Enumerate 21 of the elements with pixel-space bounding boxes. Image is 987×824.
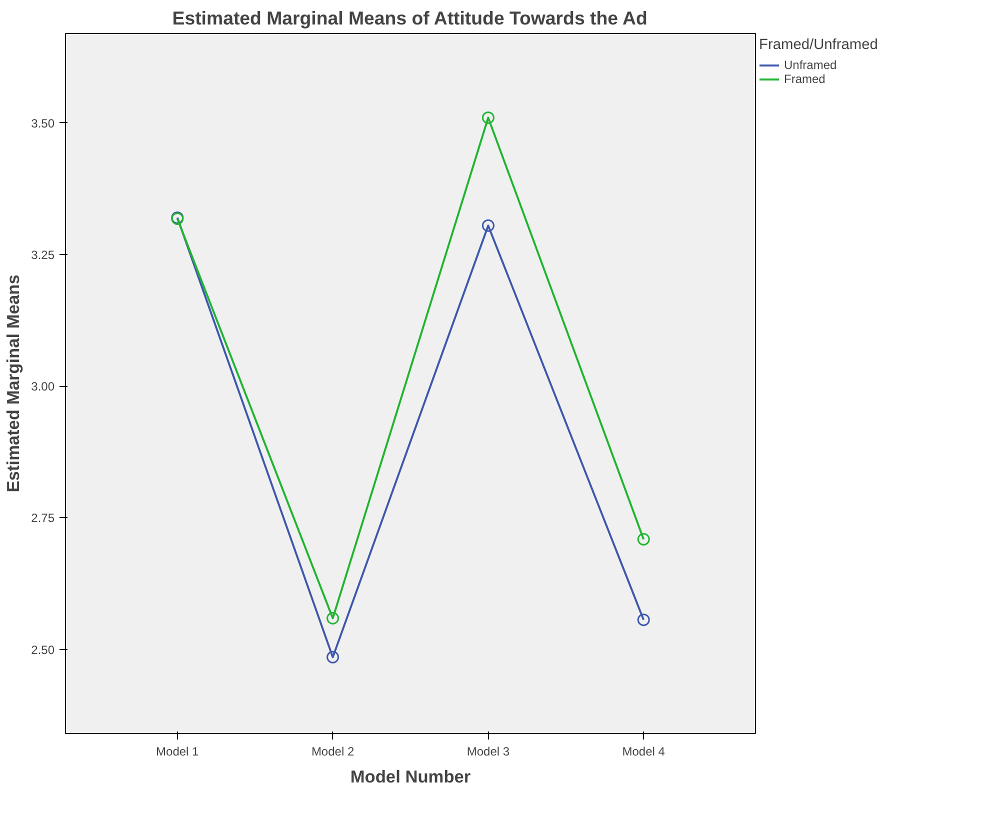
- point: [482, 111, 494, 124]
- point: [637, 533, 650, 546]
- x-tick-label: Model 4: [622, 744, 666, 758]
- chart-title: Estimated Marginal Means of Attitude Towards the Ad: [172, 8, 648, 28]
- x-tick-label: Model 2: [311, 744, 354, 758]
- x-tick-label: Model 1: [156, 744, 200, 758]
- x-axis-title: Model Number: [350, 766, 471, 786]
- y-tick-label: 2.75: [31, 511, 55, 526]
- x-tick-label: Model 3: [466, 744, 510, 758]
- point: [326, 612, 340, 624]
- legend-title: Framed/Unframed: [759, 37, 878, 53]
- point: [482, 219, 494, 232]
- point: [637, 614, 650, 626]
- legend-label: Unframed: [784, 58, 837, 72]
- y-tick-label: 3.00: [31, 380, 55, 394]
- y-tick-label: 3.25: [31, 248, 55, 262]
- y-tick-label: 3.50: [31, 116, 55, 130]
- y-axis-title: Estimated Marginal Means: [3, 274, 24, 492]
- point: [326, 650, 340, 664]
- legend-label: Framed: [784, 72, 826, 86]
- y-tick-label: 2.50: [31, 642, 55, 657]
